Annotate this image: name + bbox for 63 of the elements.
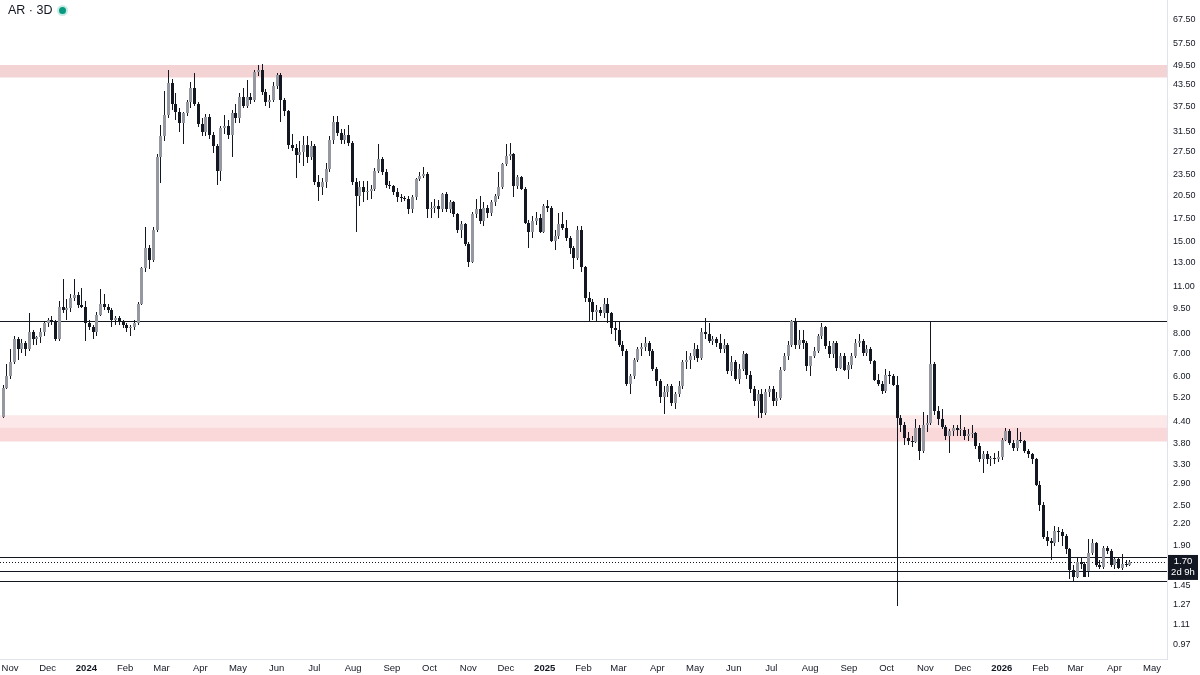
x-tick-label: Jul (765, 662, 778, 674)
x-tick-label: Dec (954, 662, 972, 674)
y-tick-label: 23.50 (1173, 169, 1196, 180)
x-tick-label: Nov (1, 662, 19, 674)
y-tick-label: 17.50 (1173, 212, 1196, 223)
y-tick-label: 1.45 (1173, 579, 1191, 590)
y-tick-label: 6.00 (1173, 370, 1191, 381)
x-tick-label: Feb (117, 662, 134, 674)
x-tick-label: Jun (269, 662, 285, 674)
x-tick-label: May (1143, 662, 1162, 674)
y-tick-label: 2.20 (1173, 518, 1191, 529)
x-tick-label: Feb (575, 662, 592, 674)
y-tick-label: 57.50 (1173, 37, 1196, 48)
x-tick-label: Mar (1067, 662, 1084, 674)
y-tick-label: 43.50 (1173, 78, 1196, 89)
y-tick-label: 67.50 (1173, 13, 1196, 24)
y-tick-label: 1.90 (1173, 540, 1191, 551)
x-tick-label: Apr (649, 662, 665, 674)
x-tick-label: Dec (39, 662, 57, 674)
y-tick-label: 9.50 (1173, 302, 1191, 313)
y-tick-label: 15.00 (1173, 235, 1196, 246)
y-tick-label: 5.20 (1173, 391, 1191, 402)
x-tick-label: Mar (610, 662, 627, 674)
y-tick-label: 1.11 (1173, 619, 1190, 630)
y-tick-label: 11.00 (1173, 281, 1195, 292)
y-tick-label: 13.00 (1173, 256, 1196, 267)
chart-title: AR · 3D (8, 3, 53, 17)
x-tick-label: Aug (801, 662, 819, 674)
x-tick-label: Apr (192, 662, 208, 674)
x-tick-label: May (685, 662, 705, 674)
y-tick-label: 49.50 (1173, 59, 1196, 70)
x-tick-label: Feb (1032, 662, 1049, 674)
x-tick-label: Apr (1107, 662, 1122, 674)
x-tick-label: Nov (459, 662, 477, 674)
y-tick-label: 8.00 (1173, 328, 1191, 339)
y-tick-label: 20.50 (1173, 189, 1196, 200)
y-tick-label: 2.90 (1173, 477, 1191, 488)
x-tick-label: 2024 (75, 662, 98, 674)
x-tick-label: Mar (153, 662, 170, 674)
x-tick-label: Sep (840, 662, 858, 674)
y-tick-label: 3.80 (1173, 437, 1191, 448)
y-tick-label: 31.50 (1173, 126, 1196, 137)
x-tick-label: Oct (422, 662, 438, 674)
x-tick-label: 2026 (991, 662, 1013, 674)
y-tick-label: 27.50 (1173, 146, 1196, 157)
y-tick-label: 7.00 (1173, 347, 1191, 358)
x-tick-label: May (228, 662, 248, 674)
x-tick-label: Dec (497, 662, 515, 674)
y-tick-label: 4.40 (1173, 416, 1191, 427)
y-tick-label: 0.97 (1173, 639, 1191, 650)
ref-line-label: 1.70 (1173, 554, 1193, 566)
x-tick-label: Oct (879, 662, 895, 674)
x-tick-label: Jul (308, 662, 321, 674)
y-tick-label: 2.50 (1173, 499, 1191, 510)
y-tick-label: 3.30 (1173, 458, 1191, 469)
x-tick-label: Nov (916, 662, 935, 674)
x-tick-label: Aug (344, 662, 362, 674)
x-tick-label: Sep (383, 662, 401, 674)
y-tick-label: 37.50 (1173, 100, 1196, 111)
x-tick-label: Jun (726, 662, 742, 674)
y-tick-label: 1.27 (1173, 599, 1191, 610)
x-tick-label: 2025 (534, 662, 556, 674)
text: 2d 9h (1171, 565, 1195, 577)
